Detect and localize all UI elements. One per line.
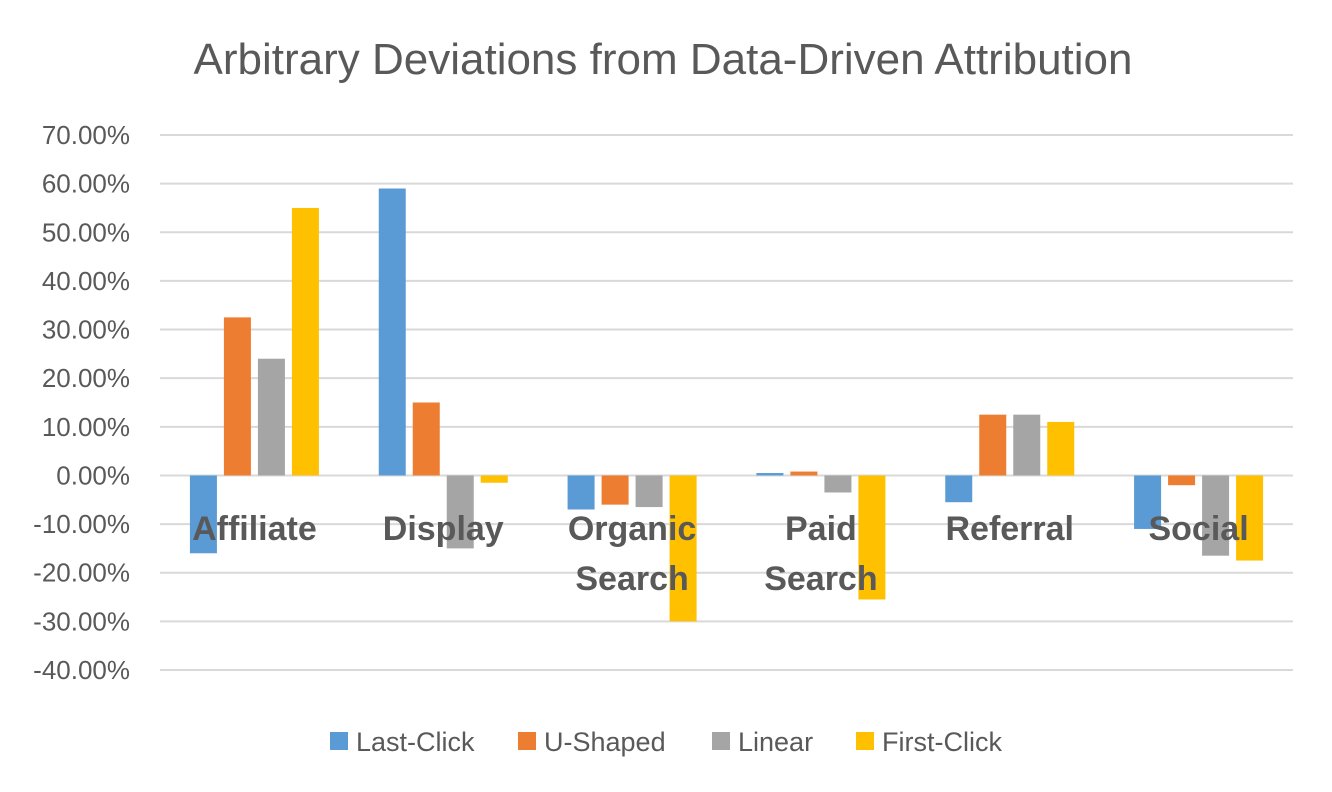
bar-last-click — [945, 475, 973, 503]
bars — [189, 188, 1264, 622]
chart-title: Arbitrary Deviations from Data-Driven At… — [194, 35, 1133, 84]
bar-first-click — [669, 475, 697, 622]
category-label: Referral — [945, 510, 1074, 548]
bar-u-shaped — [412, 402, 440, 476]
bar-linear — [1202, 475, 1230, 556]
bar-last-click — [567, 475, 595, 510]
bar-last-click — [378, 188, 406, 476]
bar-linear — [257, 358, 285, 476]
category-label: Organic — [568, 510, 696, 548]
category-label: Social — [1148, 510, 1248, 548]
bar-u-shaped — [790, 471, 818, 476]
bar-linear — [635, 475, 663, 508]
category-labels: Affiliate Display Organic Search Paid Search R… — [192, 510, 1249, 598]
gridlines — [160, 134, 1293, 671]
legend-swatch — [330, 732, 348, 750]
legend: Last-Click U-Shaped Linear First-Click — [330, 727, 1002, 757]
y-axis-tick-labels: 70.00% 60.00% 50.00% 40.00% 30.00% 20.00% 10.0… — [33, 120, 130, 685]
category-label: Paid — [785, 510, 857, 548]
category-label: Affiliate — [192, 510, 317, 548]
legend-label: Linear — [738, 727, 813, 757]
category-label: Search — [764, 560, 877, 598]
y-tick-label: -10.00% — [33, 509, 130, 539]
y-tick-label: -30.00% — [33, 606, 130, 636]
legend-swatch — [518, 732, 536, 750]
y-tick-label: 30.00% — [42, 315, 130, 345]
bar-u-shaped — [601, 475, 629, 505]
bar-first-click — [1236, 475, 1264, 561]
legend-label: First-Click — [882, 727, 1002, 757]
bar-linear — [446, 475, 474, 549]
legend-label: Last-Click — [356, 727, 475, 757]
y-tick-label: 10.00% — [42, 412, 130, 442]
bar-u-shaped — [223, 317, 251, 476]
bar-linear — [824, 475, 852, 493]
bar-u-shaped — [1168, 475, 1196, 486]
bar-first-click — [858, 475, 886, 600]
category-label: Search — [575, 560, 688, 598]
bar-last-click — [756, 473, 784, 476]
bar-u-shaped — [979, 414, 1007, 476]
category-label: Display — [383, 510, 504, 548]
y-tick-label: 70.00% — [42, 120, 130, 150]
legend-swatch — [856, 732, 874, 750]
bar-last-click — [189, 475, 217, 554]
bar-first-click — [291, 207, 319, 476]
legend-label: U-Shaped — [544, 727, 666, 757]
bar-last-click — [1134, 475, 1162, 529]
y-tick-label: -20.00% — [33, 558, 130, 588]
y-tick-label: -40.00% — [33, 655, 130, 685]
y-tick-label: 50.00% — [42, 217, 130, 247]
y-tick-label: 20.00% — [42, 363, 130, 393]
bar-first-click — [480, 475, 508, 483]
y-tick-label: 40.00% — [42, 266, 130, 296]
legend-swatch — [712, 732, 730, 750]
y-tick-label: 60.00% — [42, 169, 130, 199]
y-tick-label: 0.00% — [56, 460, 130, 490]
bar-first-click — [1047, 421, 1075, 476]
bar-linear — [1013, 414, 1041, 476]
